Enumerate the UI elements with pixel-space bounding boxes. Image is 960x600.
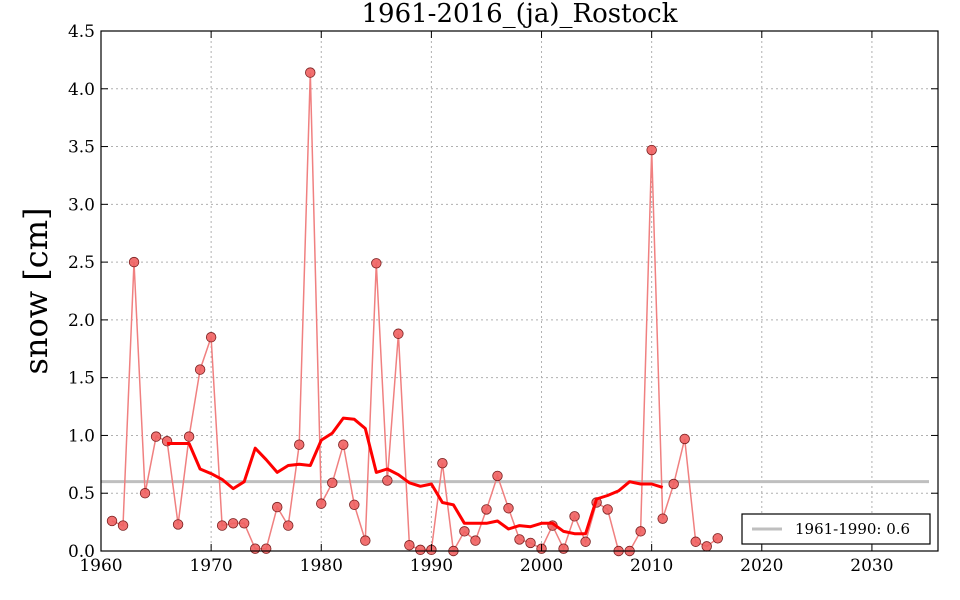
x-tick-label: 2020 [740,556,783,576]
annual-snow-point [183,431,195,442]
annual-snow-point [437,457,448,469]
annual-snow-point [646,144,657,156]
annual-snow-point [514,534,525,545]
annual-snow-point [657,513,668,524]
annual-snow-point [272,501,283,513]
x-tick-label: 2010 [630,556,673,576]
annual-snow-point [635,526,646,537]
annual-snow-point [238,518,250,529]
annual-snow-point [349,499,360,510]
annual-snow-point [338,439,349,450]
moving-average-line [167,416,664,536]
annual-snow-point [690,536,701,547]
annual-snow-point [128,256,140,268]
y-axis-label: snow [cm] [17,207,55,374]
annual-snow-point [712,533,723,544]
y-tick-label: 3.5 [68,138,95,158]
x-tick-label: 1960 [79,556,122,576]
annual-snow-point [249,543,261,554]
annual-snow-point [679,433,690,445]
annual-snow-point [294,439,305,450]
y-tick-label: 1.0 [68,426,95,446]
y-tick-label: 4.0 [68,80,95,100]
annual-snow-point [260,543,272,554]
annual-snow-point [305,67,316,78]
series-layer [106,67,723,557]
annual-snow-point [106,515,118,527]
annual-snow-point [503,503,514,514]
annual-snow-point [470,535,481,546]
annual-snow-point [194,364,206,375]
plot-frame [100,30,939,552]
x-tick-label: 1980 [300,556,343,576]
annual-snow-point [371,258,382,269]
annual-snow-point [602,504,613,515]
annual-snow-point [172,519,184,530]
annual-snow-point [283,520,294,531]
annual-snow-point [150,431,162,442]
annual-snow-point [569,511,580,522]
annual-snow-point [580,536,591,547]
annual-snow-point [668,478,679,490]
y-tick-label: 1.5 [68,369,95,389]
x-tick-label: 1990 [410,556,453,576]
x-tick-label: 1970 [189,556,232,576]
annual-snow-point [382,475,393,486]
y-tick-label: 4.5 [68,22,95,42]
annual-snow-point [415,544,426,556]
annual-snow-point [393,328,404,339]
legend-label: 1961-1990: 0.6 [795,520,910,538]
annual-snow-point [404,540,415,551]
annual-snow-point [216,520,228,531]
annual-snow-line [111,72,719,554]
grid-layer [101,31,938,551]
annual-snow-point [139,488,151,499]
legend: 1961-1990: 0.6 [741,513,931,545]
chart-title: 1961-2016_(ja)_Rostock [362,0,678,29]
annual-snow-point [117,520,129,531]
annual-snow-point [481,504,492,515]
y-tick-label: 3.0 [68,195,95,215]
annual-snow-point [360,535,371,546]
annual-snow-point [525,537,536,549]
annual-snow-point [701,541,712,552]
y-tick-label: 2.0 [68,311,95,331]
annual-snow-point [316,498,327,509]
annual-snow-point [205,332,217,343]
y-tick-label: 0.0 [68,542,95,562]
x-tick-label: 2030 [850,556,893,576]
tick-layer: 1960 1970 1980 1990 2000 2010 2020 2030 0.0 0.5 1.… [68,22,938,576]
annual-snow-point [227,518,239,529]
x-tick-label: 2000 [520,556,563,576]
annual-snow-point [558,543,569,554]
annual-snow-point [492,470,503,482]
y-tick-label: 0.5 [68,484,95,504]
annual-snow-point [459,526,470,537]
annual-snow-point [327,477,338,489]
y-tick-label: 2.5 [68,253,95,273]
